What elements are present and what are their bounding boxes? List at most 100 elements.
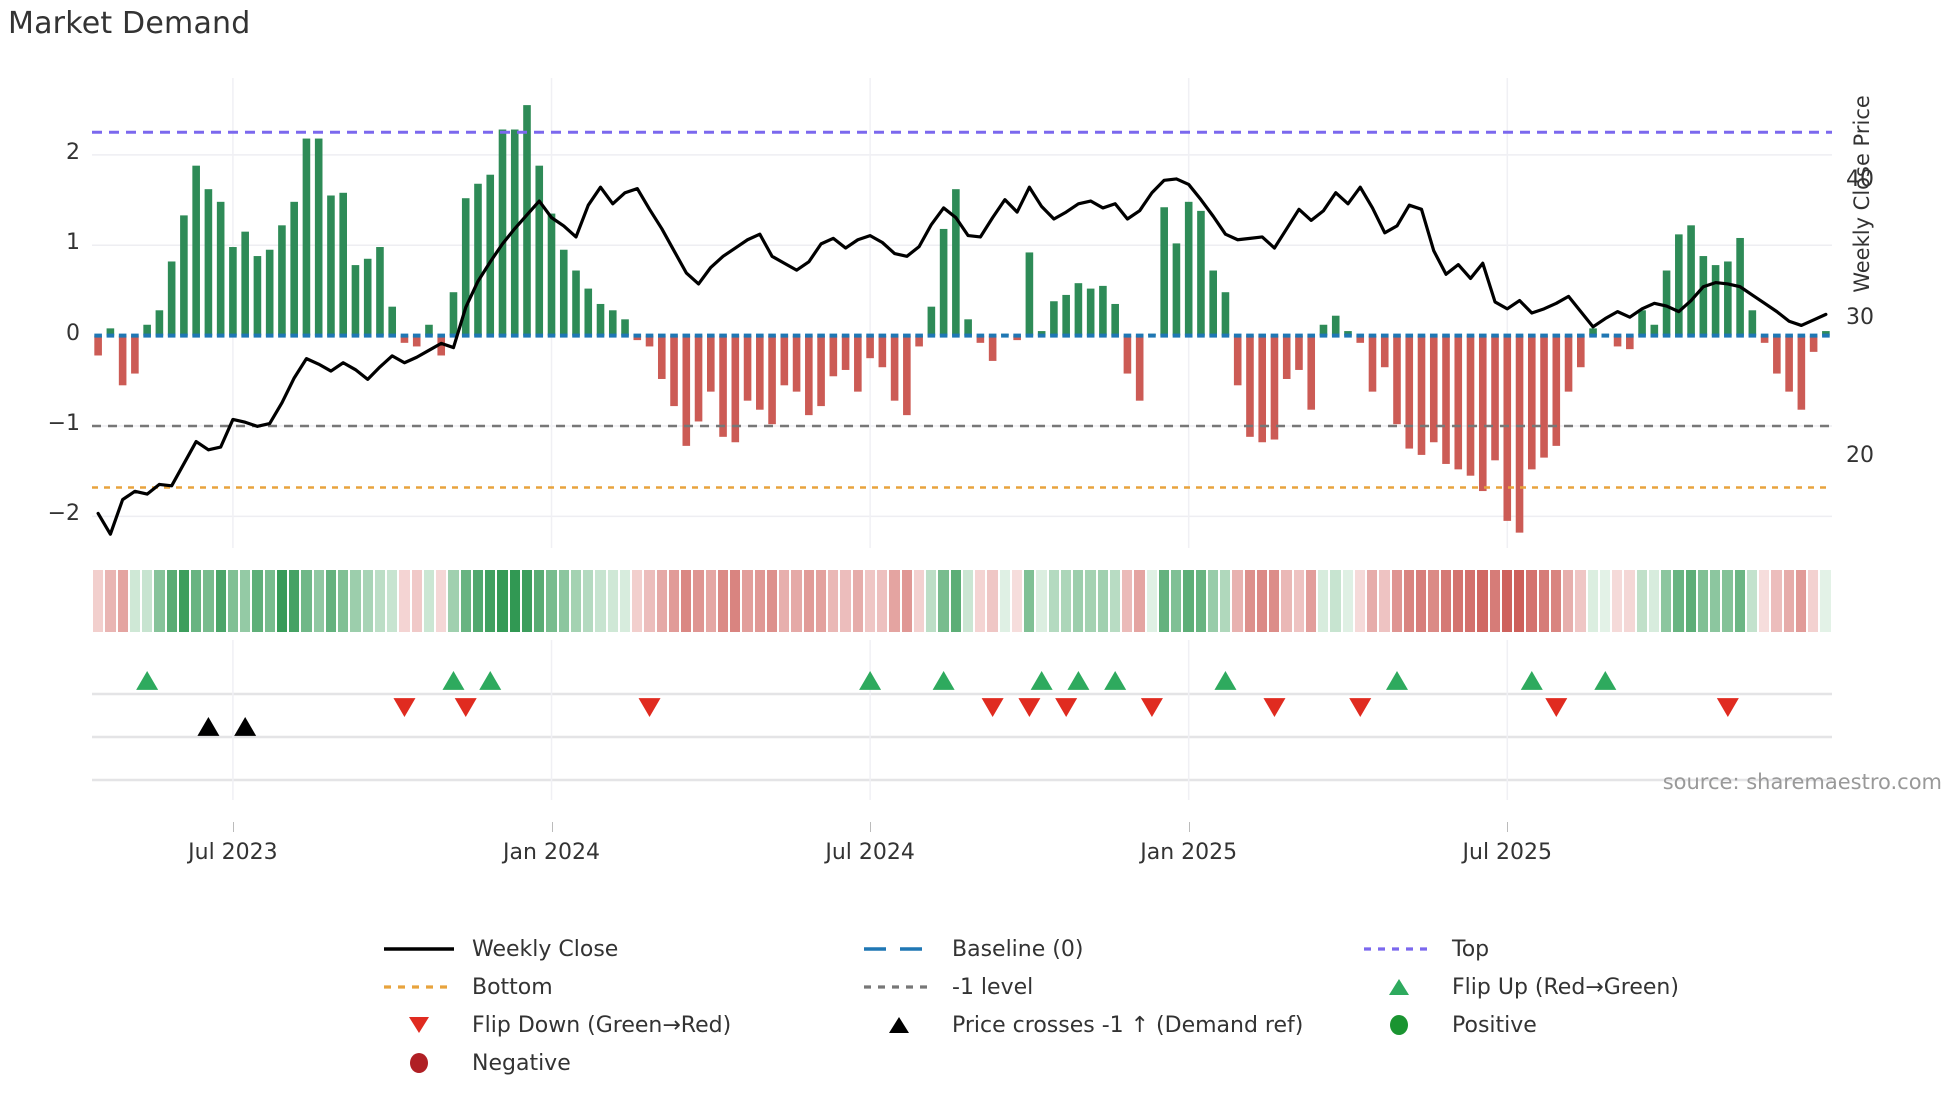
x-axis: Jul 2023 Jan 2024 Jul 2024 Jan 2025 Jul 2025 xyxy=(92,822,1832,892)
demand-bar xyxy=(1050,301,1058,336)
legend-item[interactable]: -1 level xyxy=(860,975,1360,1000)
demand-bar xyxy=(155,310,164,336)
heat-cell xyxy=(643,570,656,632)
demand-bar xyxy=(1331,315,1340,336)
demand-bar xyxy=(94,335,102,356)
heat-cell xyxy=(1537,570,1550,632)
demand-bar xyxy=(633,335,642,341)
heat-cell xyxy=(1402,570,1415,632)
legend-label: Flip Down (Green→Red) xyxy=(472,1012,732,1038)
heat-cell xyxy=(949,570,962,632)
demand-bar xyxy=(1062,294,1070,336)
heat-cell xyxy=(1121,570,1134,632)
demand-bar xyxy=(143,324,151,336)
heat-cell xyxy=(1807,570,1820,632)
y-tick-label-left: 0 xyxy=(66,320,80,346)
demand-bar xyxy=(1613,335,1622,347)
heat-cell xyxy=(1108,570,1121,632)
heat-cell xyxy=(778,570,791,632)
demand-bar xyxy=(1319,324,1328,336)
heat-cell xyxy=(214,570,227,632)
legend-item[interactable]: Positive xyxy=(1360,1013,1740,1038)
legend-label: -1 level xyxy=(952,974,1034,1000)
legend-item[interactable]: Baseline (0) xyxy=(860,937,1360,962)
legend-item[interactable]: Price crosses -1 ↑ (Demand ref) xyxy=(860,1013,1360,1038)
heat-cell xyxy=(1464,570,1477,632)
demand-heat-strip xyxy=(92,570,1832,632)
demand-bar xyxy=(1515,335,1524,533)
heat-cell xyxy=(141,570,154,632)
heat-cell xyxy=(1562,570,1575,632)
heat-cell xyxy=(337,570,350,632)
demand-bar xyxy=(670,335,678,407)
demand-bar xyxy=(1564,335,1573,392)
legend-label: Negative xyxy=(472,1050,571,1076)
demand-bar xyxy=(890,335,899,401)
x-tick-mark xyxy=(1188,822,1190,832)
heat-cell xyxy=(349,570,362,632)
flip-down-marker xyxy=(1716,698,1739,717)
demand-bar xyxy=(621,319,629,336)
legend-item[interactable]: Negative xyxy=(380,1051,860,1076)
demand-bar xyxy=(1135,335,1144,401)
heat-cell xyxy=(1500,570,1513,632)
y-tick-label-left: 1 xyxy=(66,230,80,256)
flip-down-marker xyxy=(1263,698,1286,717)
heat-cell xyxy=(937,570,950,632)
legend-item[interactable]: Flip Up (Red→Green) xyxy=(1360,975,1740,1000)
legend-item[interactable]: Bottom xyxy=(380,975,860,1000)
signal-markers xyxy=(92,640,1832,800)
heat-cell xyxy=(1770,570,1783,632)
legend-label: Baseline (0) xyxy=(952,936,1084,962)
flip-up-marker xyxy=(479,671,502,690)
heat-cell xyxy=(1635,570,1648,632)
heat-cell xyxy=(839,570,852,632)
demand-bar xyxy=(878,335,887,368)
heat-cell xyxy=(447,570,460,632)
x-tick-mark xyxy=(232,822,234,832)
legend-item[interactable]: Top xyxy=(1360,937,1740,962)
dotted-line-icon xyxy=(1360,938,1438,960)
heat-cell xyxy=(1280,570,1293,632)
demand-bar xyxy=(1393,335,1401,425)
demand-bar xyxy=(1258,335,1267,443)
demand-bar xyxy=(1589,328,1597,336)
demand-bar xyxy=(1454,335,1463,470)
heat-cell xyxy=(667,570,680,632)
heat-cell xyxy=(1745,570,1758,632)
demand-bar xyxy=(131,335,139,374)
demand-bar xyxy=(547,213,556,336)
heat-cell xyxy=(1317,570,1330,632)
circle-icon xyxy=(1360,1014,1438,1036)
heat-cell xyxy=(1574,570,1587,632)
demand-bar xyxy=(1552,335,1561,446)
demand-bar xyxy=(290,201,298,336)
y-tick-label-left: −1 xyxy=(47,410,80,436)
demand-bar xyxy=(498,129,507,336)
demand-bar xyxy=(314,138,323,336)
demand-bar xyxy=(743,335,752,401)
heat-cell xyxy=(765,570,778,632)
heat-cell xyxy=(1794,570,1807,632)
demand-bar xyxy=(1356,335,1365,343)
demand-bar xyxy=(1013,335,1021,341)
demand-bar xyxy=(927,306,936,336)
demand-price-chart xyxy=(92,78,1832,548)
demand-bar xyxy=(988,335,997,361)
heat-cell xyxy=(986,570,999,632)
heat-cell xyxy=(1072,570,1085,632)
demand-bar xyxy=(486,174,495,336)
heat-cell xyxy=(153,570,166,632)
heat-cell xyxy=(557,570,570,632)
heat-cell xyxy=(1366,570,1379,632)
heat-cell xyxy=(373,570,386,632)
flip-up-marker xyxy=(859,671,882,690)
heat-cell xyxy=(1390,570,1403,632)
heat-cell xyxy=(618,570,631,632)
legend-item[interactable]: Flip Down (Green→Red) xyxy=(380,1013,860,1038)
triangle-up-icon xyxy=(860,1014,938,1036)
heat-cell xyxy=(1611,570,1624,632)
demand-bar xyxy=(1099,285,1107,336)
legend-item[interactable]: Weekly Close xyxy=(380,937,860,962)
heat-cell xyxy=(300,570,313,632)
